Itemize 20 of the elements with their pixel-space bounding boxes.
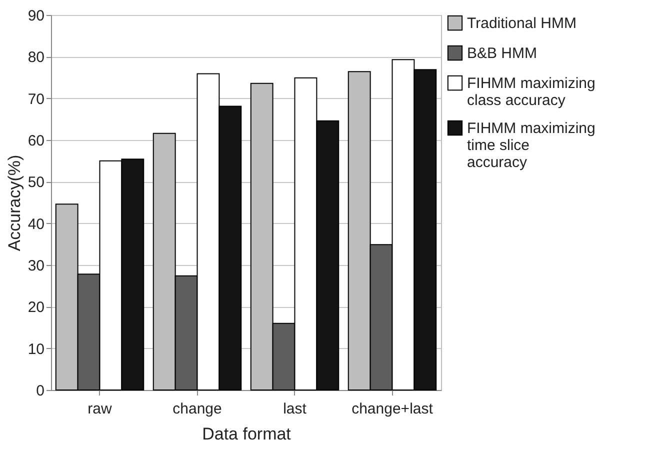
y-tick-label: 90 bbox=[28, 8, 44, 24]
y-tick-label: 10 bbox=[28, 340, 44, 358]
x-axis-title: Data format bbox=[202, 424, 292, 444]
x-tick-label: raw bbox=[88, 400, 112, 418]
y-tick-label: 50 bbox=[28, 174, 44, 192]
x-tick-label: change+last bbox=[352, 400, 434, 418]
y-axis-title: Accuracy(%) bbox=[4, 154, 24, 252]
x-tick-label: change bbox=[172, 400, 222, 418]
legend-label: FIHMM maximizing class accuracy bbox=[467, 75, 596, 109]
y-tick-label: 20 bbox=[28, 299, 44, 316]
y-tick-label: 0 bbox=[36, 382, 44, 400]
y-tick-label: 70 bbox=[28, 90, 44, 108]
legend-label: Traditional HMM bbox=[467, 15, 576, 32]
legend-label: B&B HMM bbox=[467, 45, 538, 62]
y-tick-label: 40 bbox=[28, 216, 44, 233]
y-tick-label: 80 bbox=[28, 49, 44, 66]
x-tick-label: last bbox=[283, 400, 308, 418]
y-tick-label: 60 bbox=[28, 132, 44, 150]
legend-label: FIHMM maximizing time slice accuracy bbox=[467, 120, 596, 171]
y-tick-label: 30 bbox=[28, 258, 44, 274]
